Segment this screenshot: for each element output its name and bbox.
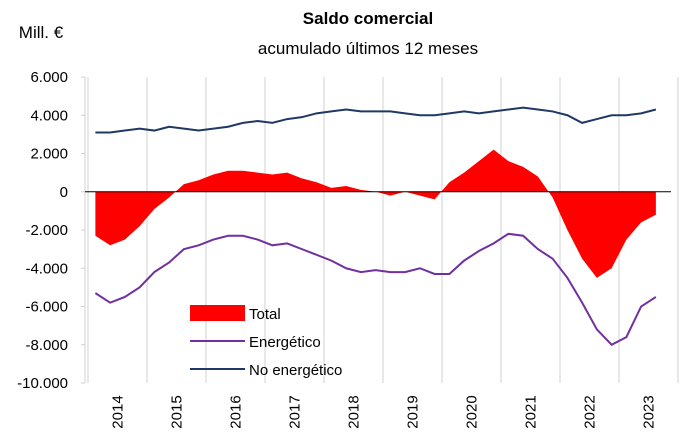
legend-label: Total [249,306,281,323]
series-line [94,232,657,346]
y-tick-label: -10.000 [17,375,68,392]
y-tick-label: -6.000 [25,299,68,316]
y-tick-label: 0 [60,184,68,201]
y-unit-label: Mill. € [19,23,64,42]
y-tick-label: -4.000 [25,260,68,277]
y-tick-label: 4.000 [30,107,68,124]
x-tick-label: 2022 [582,395,599,428]
y-tick-label: 6.000 [30,69,68,86]
x-tick-label: 2016 [228,395,245,428]
chart-subtitle: acumulado últimos 12 meses [258,39,478,58]
x-tick-label: 2015 [169,395,186,428]
x-tick-label: 2018 [346,395,363,428]
x-tick-label: 2021 [523,395,540,428]
chart-title: Saldo comercial [303,9,433,28]
y-tick-label: -8.000 [25,337,68,354]
x-tick-label: 2017 [287,395,304,428]
x-tick-label: 2014 [110,395,127,428]
x-tick-label: 2019 [405,395,422,428]
legend-swatch [190,305,245,321]
series-line [95,106,657,134]
total-area [95,149,656,278]
x-tick-label: 2023 [641,395,658,428]
x-tick-label: 2020 [464,395,481,428]
legend-label: Energético [249,334,321,351]
legend-label: No energético [249,362,342,379]
y-tick-label: -2.000 [25,222,68,239]
y-tick-label: 2.000 [30,146,68,163]
